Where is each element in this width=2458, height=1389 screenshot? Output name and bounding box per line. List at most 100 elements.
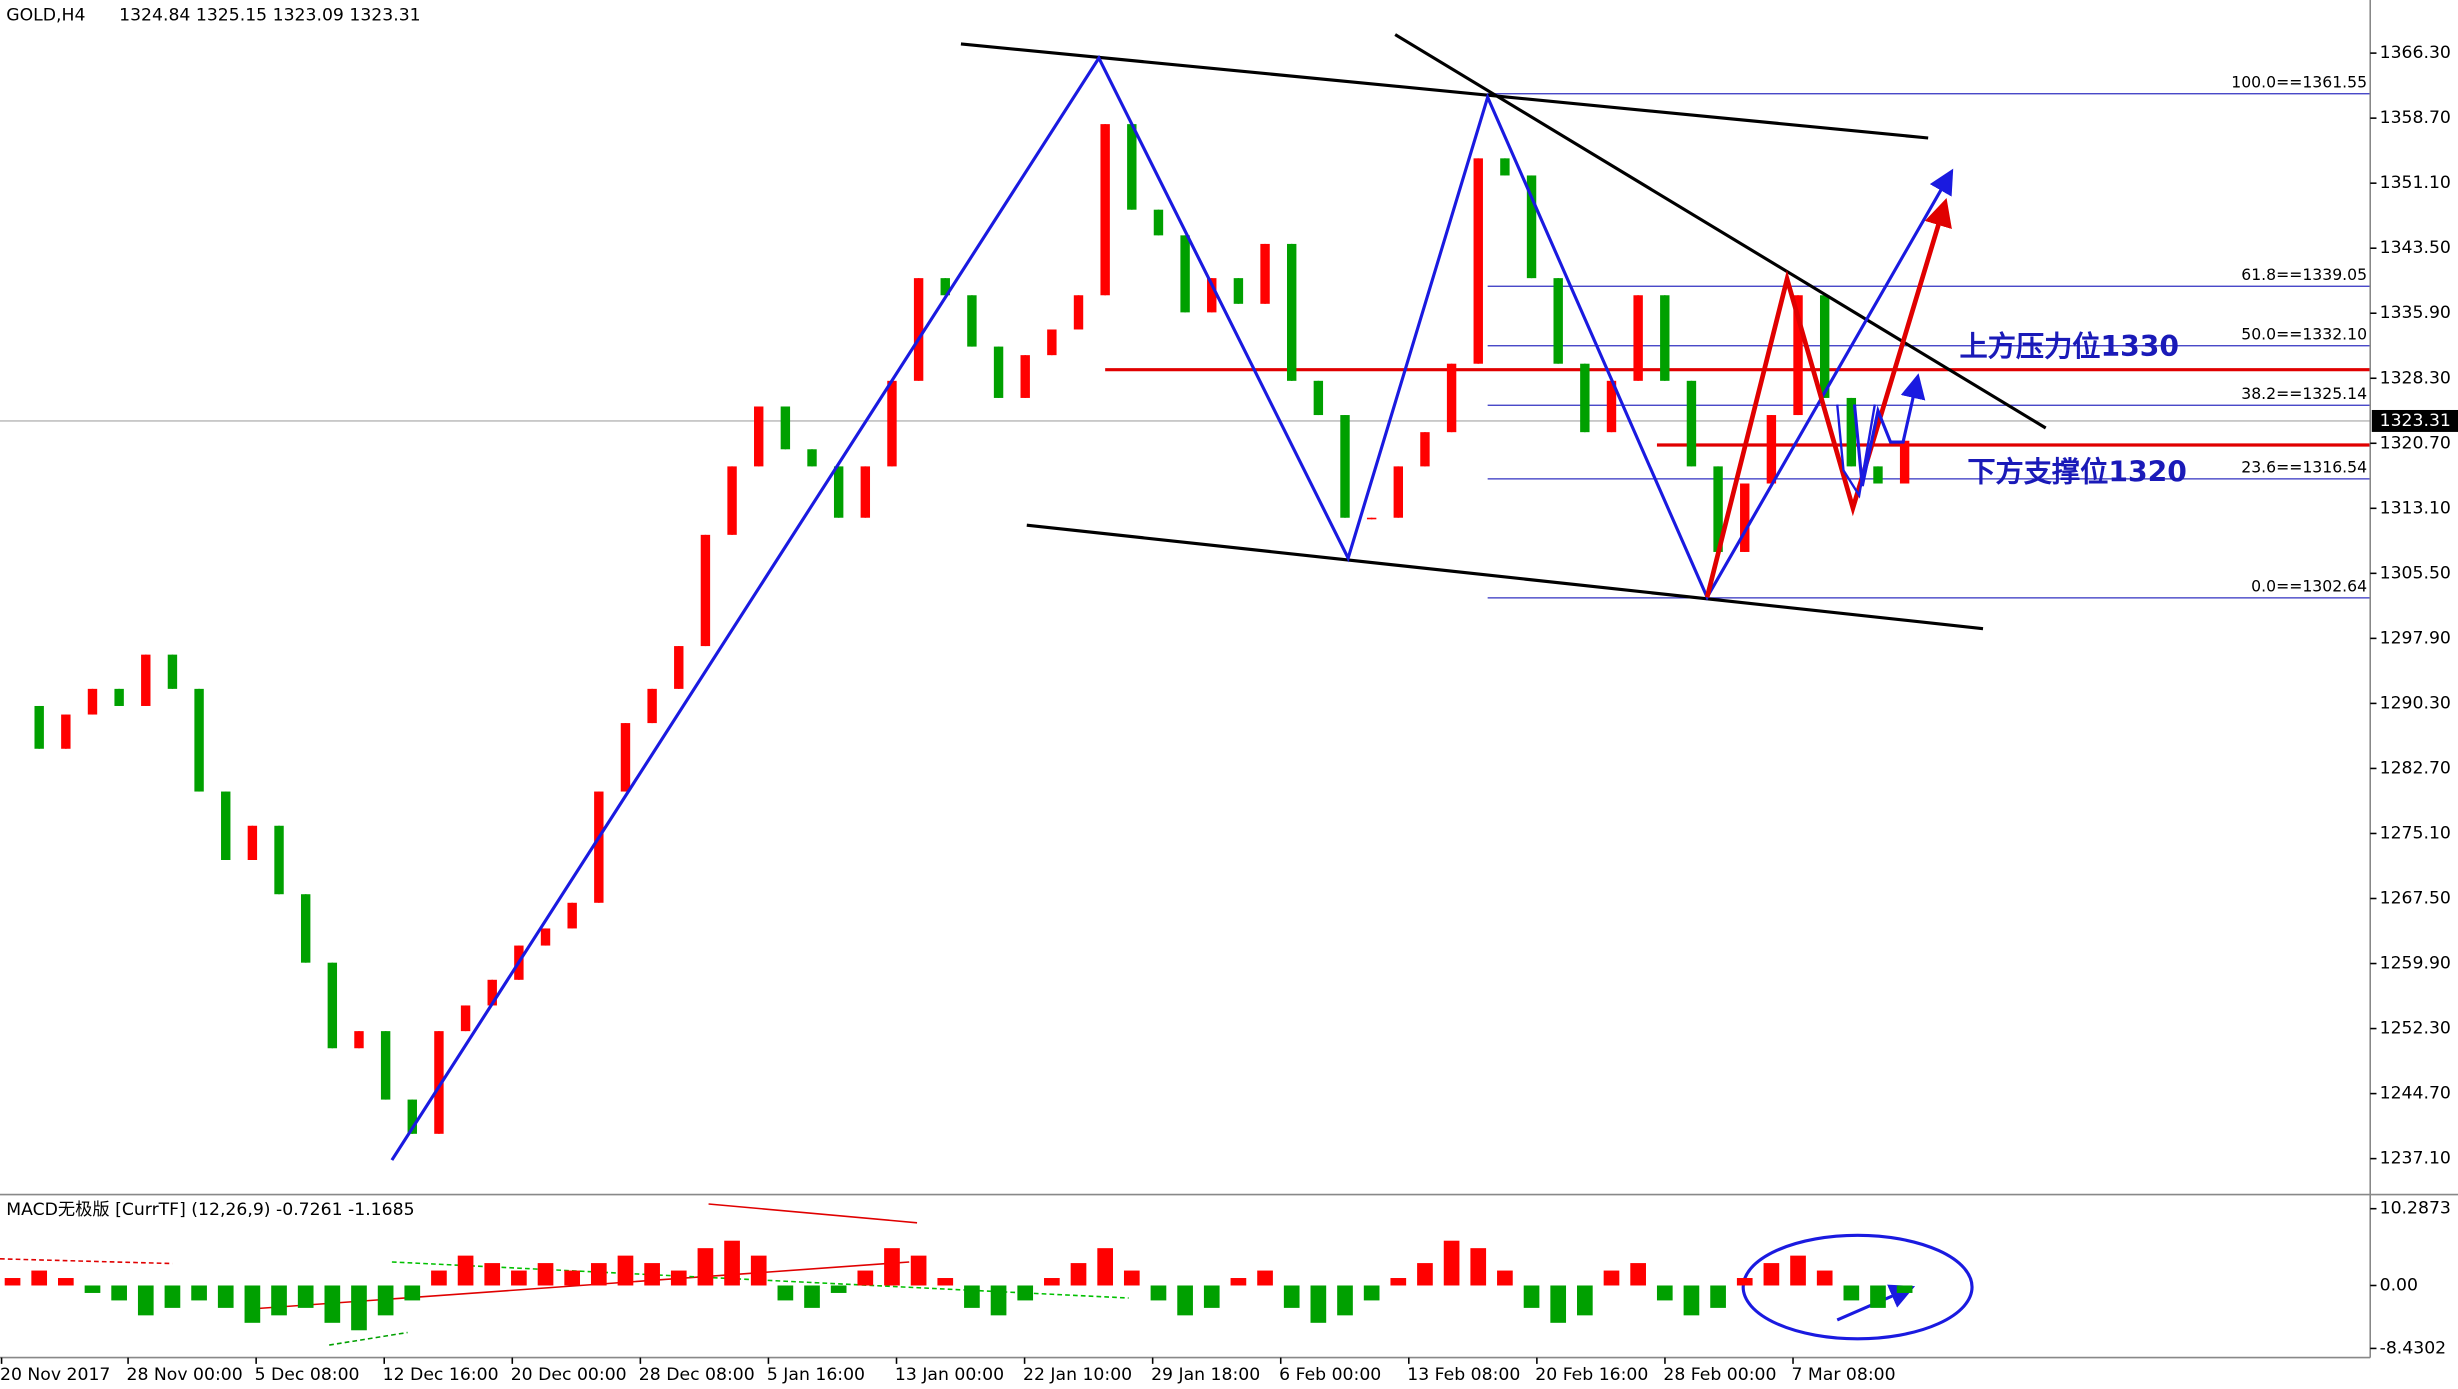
candle-body <box>1660 295 1670 381</box>
annotation: 下方支撑位1320 <box>1967 455 2187 488</box>
price-label: 1335.90 <box>2380 303 2451 323</box>
last-price-label: 1323.31 <box>2380 411 2451 431</box>
macd-bar <box>1630 1263 1646 1286</box>
price-label: 1275.10 <box>2380 823 2451 843</box>
macd-bar <box>31 1270 48 1286</box>
candle-body <box>114 688 124 706</box>
candle-body <box>860 466 871 518</box>
time-label: 22 Jan 10:00 <box>1023 1365 1132 1385</box>
candle-body <box>1127 124 1137 210</box>
candle-body <box>647 688 657 724</box>
fib-label: 100.0==1361.55 <box>2231 72 2367 91</box>
candle-body <box>327 962 338 1049</box>
candle-body <box>1553 278 1563 364</box>
candle-body <box>1180 235 1190 313</box>
time-label: 6 Feb 00:00 <box>1279 1365 1381 1385</box>
price-label: 1305.50 <box>2380 563 2451 583</box>
candle-body <box>194 688 204 792</box>
candle-body <box>1899 440 1910 484</box>
macd-bar <box>1097 1248 1113 1286</box>
quote: 1324.84 1325.15 1323.09 1323.31 <box>119 6 421 26</box>
price-label: 1290.30 <box>2380 693 2451 713</box>
candle-body <box>1793 295 1803 416</box>
fib-label: 61.8==1339.05 <box>2241 265 2367 284</box>
candle-body <box>1393 466 1404 518</box>
macd-bar <box>1177 1285 1193 1316</box>
macd-bar <box>1283 1285 1300 1308</box>
macd-bar <box>1843 1285 1860 1301</box>
macd-bar <box>1044 1278 1060 1286</box>
macd-bar <box>244 1285 261 1323</box>
candle-body <box>1873 466 1883 484</box>
time-label: 13 Feb 08:00 <box>1407 1365 1520 1385</box>
macd-label: MACD无极版 [CurrTF] (12,26,9) -0.7261 -1.16… <box>6 1200 414 1220</box>
macd-bar <box>1470 1248 1487 1286</box>
candle-body <box>1713 466 1723 552</box>
candle-body <box>1340 415 1350 518</box>
macd-bar <box>1523 1285 1540 1308</box>
candle-body <box>1073 295 1084 330</box>
candle-body <box>1047 329 1057 356</box>
macd-bar <box>1497 1270 1513 1286</box>
macd-bar <box>297 1285 314 1308</box>
macd-bar <box>431 1270 447 1286</box>
time-label: 28 Feb 00:00 <box>1663 1365 1776 1385</box>
price-label: 1343.50 <box>2380 238 2451 258</box>
macd-axis-label: 0.00 <box>2380 1275 2418 1295</box>
candle-body <box>1740 483 1750 552</box>
macd-bar <box>750 1255 767 1286</box>
time-label: 13 Jan 00:00 <box>895 1365 1004 1385</box>
candle-body <box>620 723 631 792</box>
macd-bar <box>644 1263 660 1286</box>
time-label: 5 Jan 16:00 <box>767 1365 865 1385</box>
time-label: 20 Feb 16:00 <box>1535 1365 1648 1385</box>
candle-body <box>1580 363 1590 433</box>
time-label: 7 Mar 08:00 <box>1791 1365 1895 1385</box>
time-label: 20 Dec 00:00 <box>511 1365 627 1385</box>
time-label: 12 Dec 16:00 <box>383 1365 499 1385</box>
macd-bar <box>910 1255 927 1286</box>
candle-body <box>807 449 817 467</box>
candle-body <box>913 278 924 381</box>
macd-bar <box>191 1285 207 1301</box>
macd-bar <box>804 1285 820 1308</box>
macd-axis-label: -8.4302 <box>2380 1338 2447 1358</box>
candle-body <box>300 894 311 963</box>
macd-bar <box>884 1248 900 1286</box>
candle-body <box>1500 158 1510 176</box>
fib-label: 38.2==1325.14 <box>2241 384 2367 403</box>
macd-bar <box>1150 1285 1167 1301</box>
macd-bar <box>1070 1263 1087 1286</box>
candle-body <box>1633 295 1643 381</box>
candle-body <box>1686 380 1697 467</box>
macd-bar <box>1870 1285 1886 1308</box>
macd-bar <box>777 1285 794 1301</box>
macd-bar <box>1363 1285 1380 1301</box>
candle-body <box>1766 415 1777 484</box>
macd-bar <box>84 1285 101 1293</box>
macd-bar <box>617 1255 634 1286</box>
macd-bar <box>1656 1285 1673 1301</box>
candle-body <box>407 1099 417 1134</box>
candle-body <box>87 688 98 715</box>
candle-body <box>940 278 950 296</box>
candle-body <box>434 1031 444 1134</box>
candle-body <box>1420 432 1430 467</box>
price-label: 1252.30 <box>2380 1019 2451 1039</box>
macd-bar <box>537 1263 554 1286</box>
macd-bar <box>964 1285 980 1308</box>
candle-body <box>1846 397 1857 467</box>
price-label: 1366.30 <box>2380 43 2451 63</box>
candle-body <box>1153 209 1164 236</box>
time-label: 28 Nov 00:00 <box>127 1365 243 1385</box>
price-label: 1259.90 <box>2380 954 2451 974</box>
price-label: 1244.70 <box>2380 1084 2451 1104</box>
macd-bar <box>1896 1285 1913 1293</box>
candle-body <box>1366 517 1377 520</box>
macd-bar <box>1443 1240 1460 1286</box>
candle-body <box>540 928 551 946</box>
macd-bar <box>1203 1285 1220 1308</box>
candle-body <box>1446 363 1457 433</box>
candle-body <box>354 1031 364 1049</box>
